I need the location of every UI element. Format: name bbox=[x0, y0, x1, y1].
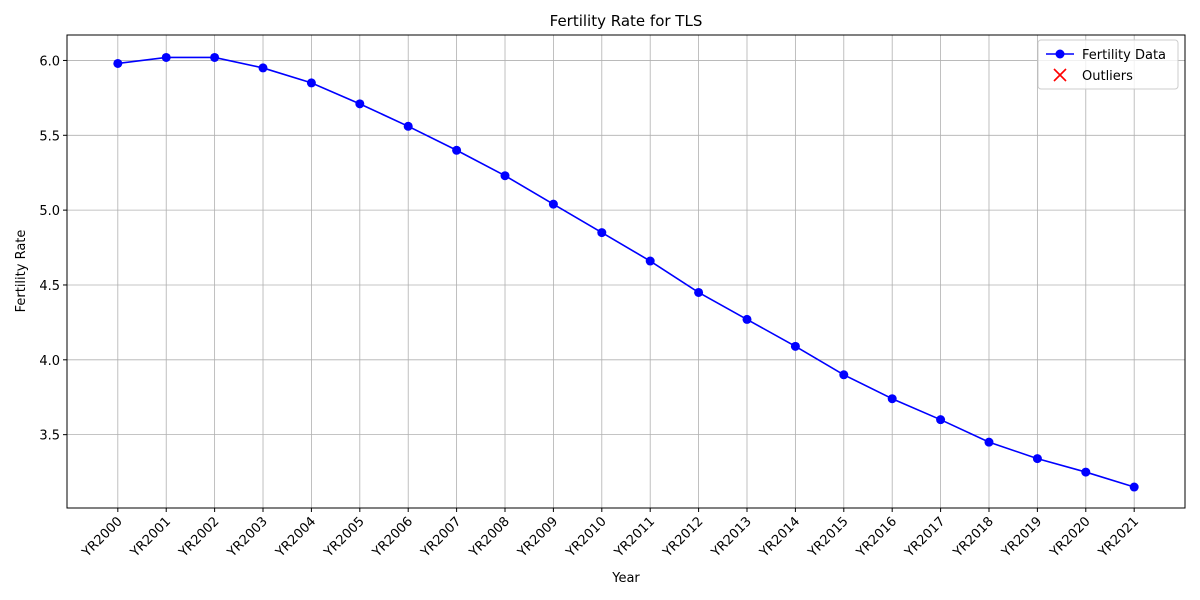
point bbox=[161, 52, 171, 62]
point bbox=[839, 370, 849, 380]
point bbox=[452, 145, 462, 155]
point bbox=[1081, 467, 1091, 477]
point bbox=[887, 394, 897, 404]
point bbox=[694, 287, 704, 297]
y-tick-label: 4.5 bbox=[39, 279, 60, 294]
axes-frame bbox=[66, 34, 1186, 509]
point bbox=[645, 256, 655, 266]
point bbox=[1032, 454, 1042, 464]
point bbox=[403, 121, 413, 131]
chart-title: Fertility Rate for TLS bbox=[550, 12, 703, 30]
point bbox=[306, 78, 316, 88]
point bbox=[984, 437, 994, 447]
point bbox=[936, 415, 946, 425]
plot-area bbox=[113, 52, 1139, 492]
legend-marker bbox=[1053, 68, 1067, 82]
grid bbox=[67, 35, 1185, 508]
x-axis-label: Year bbox=[611, 571, 640, 586]
legend-label: Fertility Data bbox=[1082, 48, 1166, 63]
y-tick-label: 5.5 bbox=[39, 129, 60, 144]
legend: Fertility Data Outliers bbox=[1037, 39, 1179, 90]
point bbox=[548, 199, 558, 209]
legend-label: Outliers bbox=[1082, 69, 1133, 84]
point bbox=[355, 99, 365, 109]
legend-box bbox=[1037, 39, 1179, 90]
y-tick-label: 6.0 bbox=[39, 54, 60, 69]
y-axis-label: Fertility Rate bbox=[14, 230, 29, 313]
y-tick-label: 4.0 bbox=[39, 354, 60, 369]
point bbox=[258, 63, 268, 73]
legend-marker bbox=[1055, 49, 1065, 59]
point bbox=[113, 58, 123, 68]
point bbox=[742, 314, 752, 324]
y-tick-label: 3.5 bbox=[39, 429, 60, 444]
point bbox=[597, 228, 607, 238]
point bbox=[790, 341, 800, 351]
y-tick-label: 5.0 bbox=[39, 204, 60, 219]
point bbox=[500, 171, 510, 181]
point bbox=[210, 52, 220, 62]
point bbox=[1129, 482, 1139, 492]
series-line bbox=[117, 56, 1135, 488]
